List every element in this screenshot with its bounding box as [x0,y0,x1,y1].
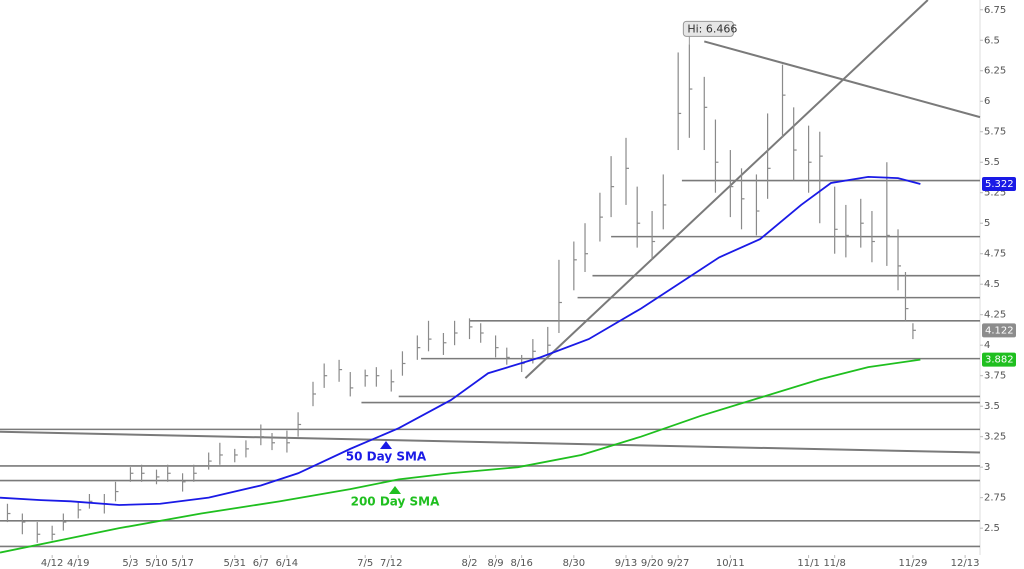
y-tick-label: 5 [984,218,990,229]
sma-marker [389,486,401,494]
x-tick-label: 11/8 [823,558,845,569]
x-tick-label: 9/20 [641,558,663,569]
y-tick-label: 2.5 [984,523,1000,534]
x-tick-label: 5/10 [145,558,167,569]
y-tick-label: 4.5 [984,279,1000,290]
x-tick-label: 10/11 [716,558,745,569]
x-tick-label: 9/13 [615,558,637,569]
x-tick-label: 5/17 [171,558,193,569]
y-tick-label: 3.75 [984,371,1006,382]
price-tag-label: 5.322 [985,179,1014,190]
sma-label: 50 Day SMA [346,450,427,464]
sma-marker [380,441,392,449]
price-tag [982,323,1016,338]
price-tag-label: 4.122 [985,325,1014,336]
x-tick-label: 9/27 [667,558,689,569]
y-tick-label: 5.5 [984,157,1000,168]
y-tick-label: 6 [984,96,990,107]
sma-label: 200 Day SMA [351,495,441,509]
y-tick-label: 6.5 [984,35,1000,46]
x-tick-label: 8/16 [510,558,532,569]
x-tick-label: 7/12 [380,558,402,569]
x-tick-label: 7/5 [357,558,373,569]
y-tick-label: 6.75 [984,5,1006,16]
sma-line [0,358,921,554]
x-tick-label: 4/19 [67,558,89,569]
price-tag [982,352,1016,367]
x-tick-label: 6/14 [276,558,298,569]
x-tick-label: 5/31 [224,558,246,569]
x-tick-label: 8/9 [488,558,504,569]
y-tick-label: 4.75 [984,249,1006,260]
y-tick-label: 4 [984,340,990,351]
x-tick-label: 6/7 [253,558,269,569]
y-tick-label: 3.25 [984,432,1006,443]
y-tick-label: 2.75 [984,493,1006,504]
price-tag-label: 3.882 [985,355,1014,366]
sma-line [0,175,921,506]
y-tick-label: 3.5 [984,401,1000,412]
hi-label-box [682,20,734,37]
x-tick-label: 11/29 [899,558,928,569]
y-tick-label: 3 [984,462,990,473]
y-tick-label: 4.25 [984,310,1006,321]
y-tick-label: 6.25 [984,66,1006,77]
trend-line [524,0,929,379]
price-tag [982,176,1016,191]
y-tick-label: 5.75 [984,127,1006,138]
trend-line [0,430,981,454]
x-tick-label: 5/3 [122,558,138,569]
y-tick-label: 5.25 [984,188,1006,199]
x-tick-label: 8/2 [461,558,477,569]
trend-line [703,40,981,119]
x-tick-label: 8/30 [563,558,585,569]
x-tick-label: 11/1 [797,558,819,569]
x-tick-label: 12/13 [951,558,980,569]
hi-label: Hi: 6.466 [687,22,737,35]
x-tick-label: 4/12 [41,558,63,569]
